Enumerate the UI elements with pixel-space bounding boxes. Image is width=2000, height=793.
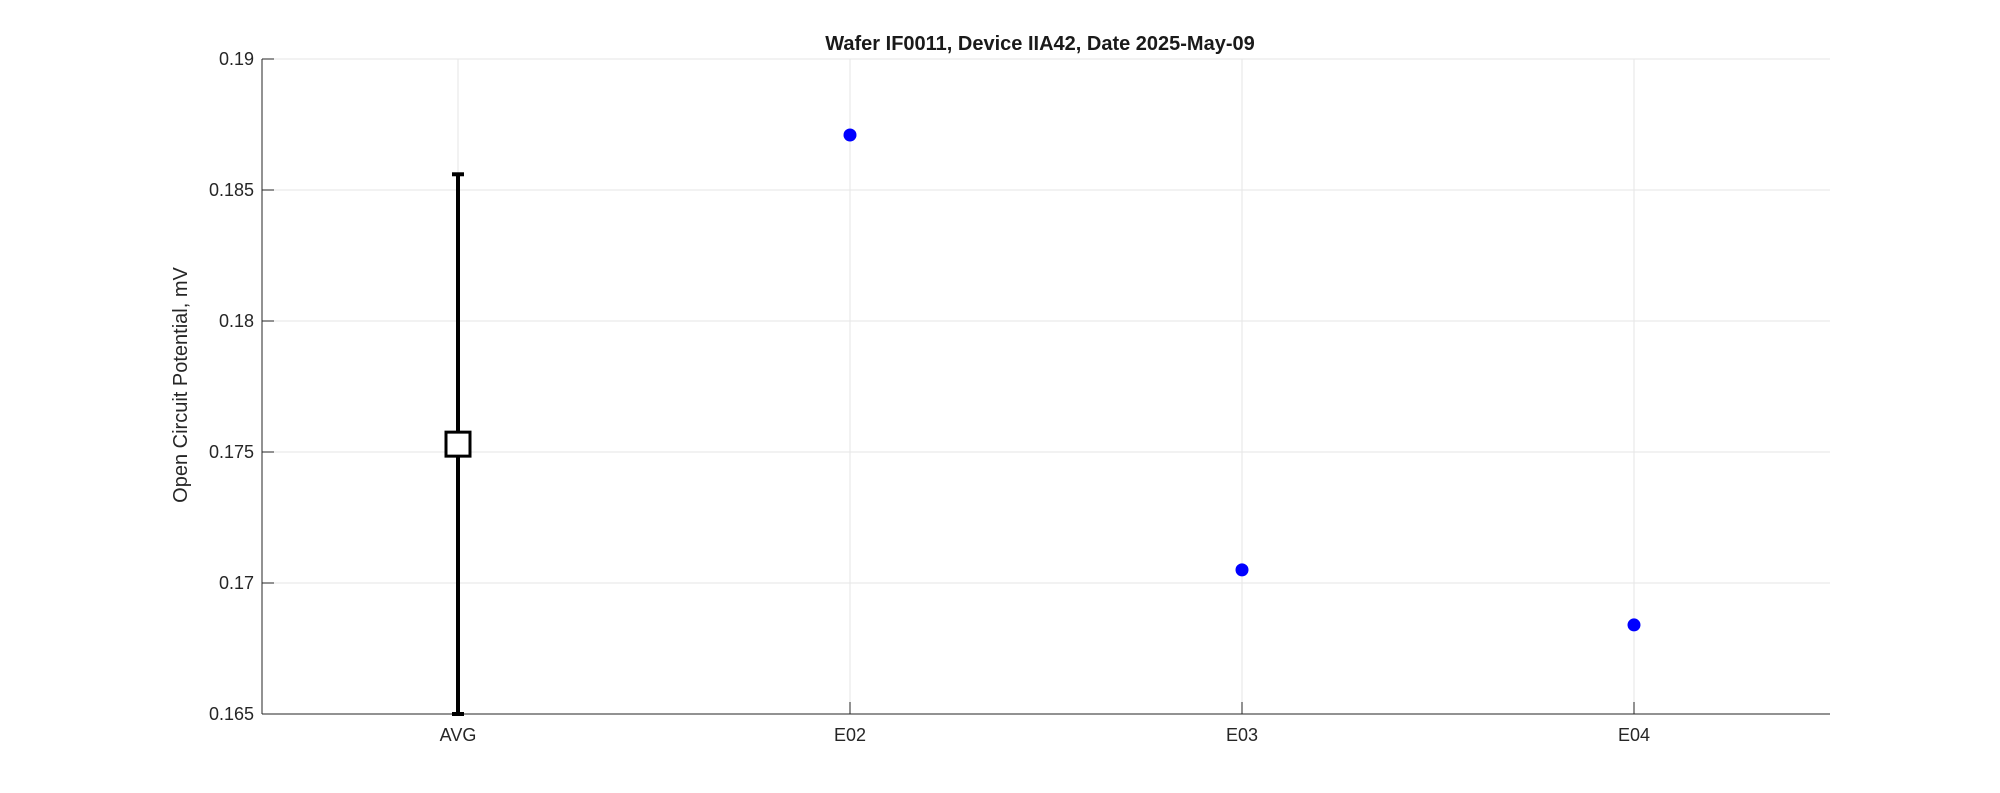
data-point: [1235, 563, 1249, 577]
x-tick-label: E04: [1618, 725, 1650, 745]
chart-title: Wafer IF0011, Device IIA42, Date 2025-Ma…: [825, 33, 1255, 55]
y-tick-label: 0.175: [209, 442, 254, 462]
y-tick-label: 0.18: [219, 311, 254, 331]
grid: [262, 58, 1830, 715]
average-marker: [444, 430, 472, 458]
x-tick-label: E03: [1226, 725, 1258, 745]
data-point: [843, 128, 857, 142]
y-tick-label: 0.17: [219, 573, 254, 593]
x-tick-label: E02: [834, 725, 866, 745]
axes: [261, 59, 1830, 715]
y-tick-label: 0.19: [219, 49, 254, 69]
y-tick-label: 0.185: [209, 180, 254, 200]
ticks: 0.165 0.17 0.175 0.18 0.185 0.19 AVG E02 E03 E04: [209, 49, 1650, 745]
x-tick-label: AVG: [440, 725, 477, 745]
data-point: [1627, 618, 1641, 632]
y-axis-label: Open Circuit Potential, mV: [170, 267, 192, 503]
y-tick-label: 0.165: [209, 704, 254, 724]
data-marks: [444, 128, 1641, 716]
